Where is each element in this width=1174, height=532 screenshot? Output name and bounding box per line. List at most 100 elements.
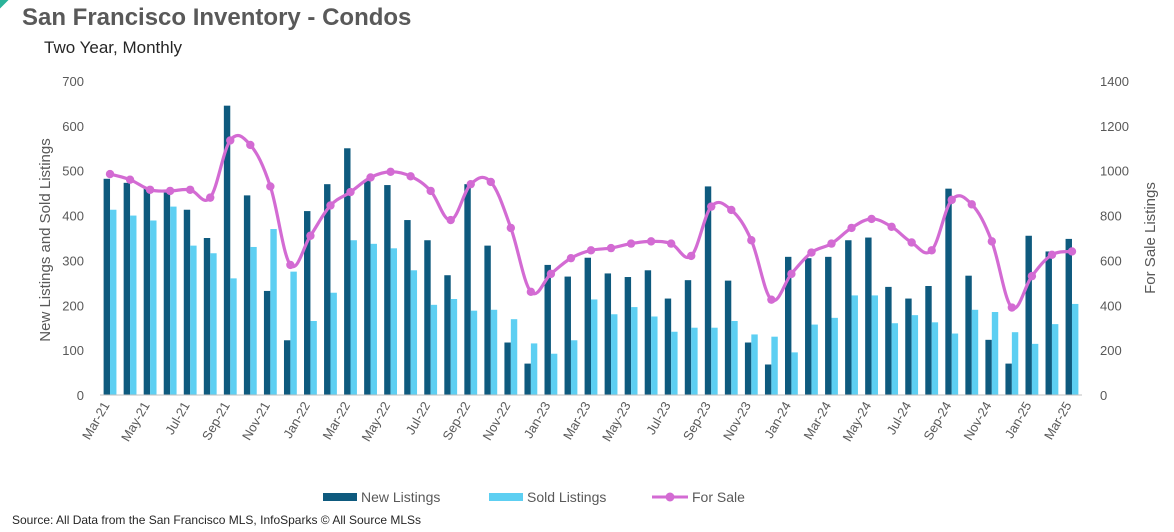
new-listings-bar [103, 178, 111, 395]
sold-listings-bar [210, 253, 217, 395]
for-sale-point [666, 239, 676, 248]
sold-listings-bar [230, 278, 237, 395]
sold-listings-bar [591, 299, 598, 395]
sold-listings-bar [911, 315, 919, 395]
new-listings-bar [624, 277, 632, 395]
for-sale-point [947, 195, 956, 205]
sold-listings-bar [370, 243, 377, 395]
sold-listings-bar [691, 327, 698, 395]
sold-listings-bar [310, 320, 317, 395]
new-listings-bar [464, 184, 471, 395]
y-tick-label: 500 [62, 164, 84, 179]
new-listings-bar [444, 275, 451, 395]
new-listings-bar [484, 245, 491, 395]
new-listings-bar [123, 182, 131, 395]
sold-listings-bar [390, 248, 398, 395]
new-listings-bar [223, 105, 231, 396]
sold-listings-bar [731, 320, 738, 395]
new-listings-bar [524, 363, 531, 395]
sold-listings-bar [510, 319, 518, 395]
chart-subtitle: Two Year, Monthly [44, 38, 182, 57]
for-sale-point [687, 251, 696, 261]
x-tick-label: Mar-25 [1041, 399, 1075, 442]
new-listings-bar [764, 364, 772, 395]
sold-listings-bar [170, 206, 177, 395]
y2-tick-label: 600 [1100, 253, 1122, 268]
x-tick-label: Jan-22 [280, 399, 313, 441]
for-sale-point [526, 287, 536, 297]
new-listings-bar [704, 186, 712, 395]
x-tick-label: Jan-23 [521, 399, 554, 441]
for-sale-point [326, 201, 335, 210]
y2-tick-label: 1400 [1100, 74, 1129, 89]
sold-listings-bar [1071, 303, 1079, 395]
for-sale-point [185, 185, 195, 194]
legend: New Listings Sold Listings For Sale [323, 489, 745, 505]
sold-listings-bar [811, 324, 818, 395]
y-tick-label: 300 [62, 253, 84, 268]
chart-title: San Francisco Inventory - Condos [22, 4, 412, 31]
x-tick-label: Sep-23 [680, 399, 714, 443]
sold-listings-bar [651, 316, 658, 395]
for-sale-point [145, 185, 155, 194]
for-sale-points [105, 136, 1077, 312]
for-sale-point [406, 172, 415, 181]
sold-listings-bar [430, 304, 438, 395]
new-listings-bar [925, 285, 932, 395]
sold-listings-bar [290, 271, 297, 395]
legend-sold-listings-label: Sold Listings [527, 489, 606, 505]
sold-listings-bar [931, 322, 939, 395]
y-tick-label: 400 [62, 209, 84, 224]
new-listings-bar [784, 256, 792, 395]
for-sale-point [546, 269, 556, 279]
sold-listings-bar [130, 215, 137, 395]
legend-new-listings-label: New Listings [361, 489, 440, 505]
new-listings-bar [283, 340, 291, 395]
new-listings-bar [684, 280, 692, 395]
for-sale-point [226, 136, 235, 145]
y2-tick-label: 800 [1100, 209, 1122, 224]
new-listings-bar [805, 258, 812, 395]
sold-listings-bar [611, 314, 618, 395]
x-tick-label: Mar-24 [801, 399, 835, 442]
sold-listings-bar [1051, 324, 1059, 395]
sold-listings-bar [991, 312, 999, 395]
new-listings-bar [384, 185, 391, 395]
new-listings-bar [504, 342, 511, 395]
sold-listings-bar [631, 307, 638, 395]
legend-sold-listings-swatch [489, 493, 523, 501]
x-tick-label: Mar-21 [79, 399, 113, 442]
source-note: Source: All Data from the San Francisco … [12, 513, 422, 527]
x-tick-label: May-22 [359, 399, 394, 444]
x-tick-label: Sep-22 [439, 399, 473, 443]
y2-tick-label: 1200 [1100, 119, 1129, 134]
sold-listings-bar [751, 334, 758, 395]
y-axis-title: New Listings and Sold Listings [37, 138, 54, 341]
for-sale-point [165, 186, 175, 196]
for-sale-point [1027, 271, 1037, 281]
for-sale-point [907, 238, 916, 247]
y-axis-ticks: 0 100 200 300 400 500 600 700 [62, 74, 84, 403]
y-tick-label: 100 [62, 343, 84, 358]
for-sale-point [486, 177, 495, 187]
new-listings-bar [1045, 251, 1052, 395]
sold-listings-bar [871, 295, 878, 395]
sold-listings-bar [190, 245, 197, 395]
new-listings-bars [103, 105, 1072, 396]
for-sale-point [346, 187, 355, 197]
new-listings-bar [564, 276, 571, 395]
legend-for-sale-marker [665, 492, 675, 502]
y2-tick-label: 1000 [1100, 164, 1129, 179]
y2-tick-label: 200 [1100, 343, 1122, 358]
for-sale-point [827, 239, 836, 248]
new-listings-bar [945, 188, 952, 395]
x-tick-label: Jul-23 [643, 399, 674, 437]
sold-listings-bar [1011, 332, 1019, 395]
new-listings-bar [243, 195, 251, 395]
x-tick-label: Nov-23 [720, 399, 754, 443]
for-sale-point [747, 236, 756, 245]
sold-listings-bar [150, 220, 157, 395]
x-tick-label: Nov-24 [960, 399, 994, 443]
for-sale-point [266, 182, 275, 191]
